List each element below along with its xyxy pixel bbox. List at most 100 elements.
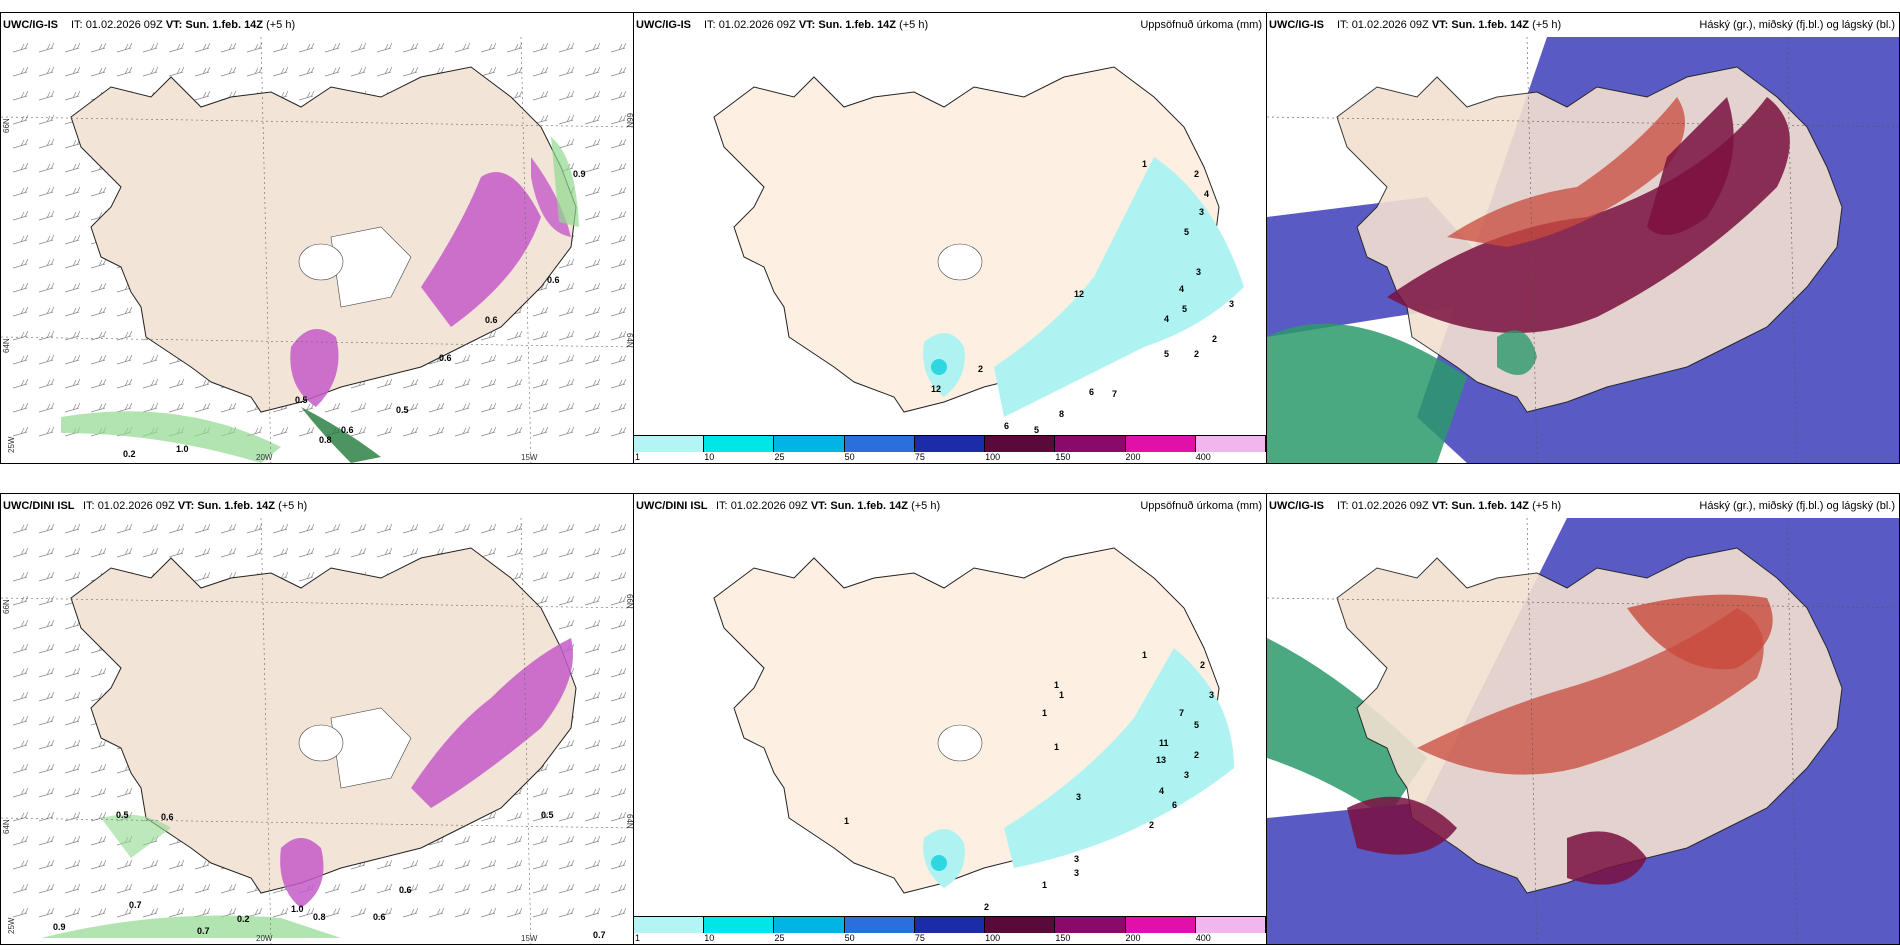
wind-barb (272, 523, 289, 534)
precip-value: 1 (844, 816, 849, 826)
wind-barb (376, 907, 393, 918)
wind-barb (90, 883, 107, 894)
wind-barb (532, 66, 549, 77)
colorbar-tick: 50 (844, 452, 855, 462)
wind-barb (12, 306, 29, 317)
wind-barb (116, 378, 133, 389)
wind-barb (532, 547, 549, 558)
wind-barb (506, 811, 523, 822)
wind-barb (376, 859, 393, 870)
contour-label: 0.6 (485, 315, 498, 325)
wind-barb (64, 739, 81, 750)
wind-barb (12, 378, 29, 389)
wind-barb (480, 883, 497, 894)
wind-barb (558, 282, 575, 293)
panel-title: Uppsöfnuð úrkoma (mm) (1140, 19, 1262, 31)
colorbar-tick: 50 (844, 933, 855, 943)
vt-value: Sun. 1.feb. 14Z (1451, 19, 1530, 31)
model-label: UWC/IG-IS (636, 19, 691, 31)
colorbar-tick: 100 (985, 452, 1001, 462)
wind-barb (90, 787, 107, 798)
wind-barb (324, 66, 341, 77)
wind-barb (376, 523, 393, 534)
precip-value: 4 (1204, 189, 1209, 199)
wind-barb (584, 114, 601, 125)
wind-barb (454, 883, 471, 894)
wind-barb (454, 859, 471, 870)
wind-barb (12, 643, 29, 654)
precip-value: 3 (1209, 690, 1214, 700)
wind-barb (610, 595, 627, 606)
wind-barb (12, 667, 29, 678)
wind-barb (506, 883, 523, 894)
wind-barb (532, 787, 549, 798)
wind-barb (558, 402, 575, 413)
wind-barb (428, 378, 445, 389)
wind-barb (38, 354, 55, 365)
wind-barb (480, 859, 497, 870)
wind-barb (610, 739, 627, 750)
wind-barb (12, 402, 29, 413)
wind-barb (584, 883, 601, 894)
precip-value: 2 (1200, 660, 1205, 670)
wind-barb (610, 691, 627, 702)
wind-barb (142, 883, 159, 894)
wind-barb (142, 859, 159, 870)
wind-barb (220, 66, 237, 77)
wind-barb (116, 354, 133, 365)
colorbar-swatch (914, 917, 986, 933)
axis-label: 66N (2, 118, 11, 133)
precip-value: 5 (1184, 227, 1189, 237)
wind-barb (38, 763, 55, 774)
wind-barb (584, 715, 601, 726)
wind-barb (350, 907, 367, 918)
wind-barb (402, 426, 419, 437)
wind-barb (584, 306, 601, 317)
wind-barb (116, 330, 133, 341)
wind-barb (90, 739, 107, 750)
wind-barb (610, 811, 627, 822)
wind-barb (12, 330, 29, 341)
wind-barb (532, 907, 549, 918)
wind-barb (12, 547, 29, 558)
wind-barb (454, 42, 471, 53)
precip-value: 3 (1229, 299, 1234, 309)
colorbar-swatch (774, 917, 845, 933)
colorbar: 1 10 25 50 75 100 150 200 400 (634, 916, 1266, 944)
precip-value: 2 (1149, 820, 1154, 830)
colorbar-tick: 200 (1125, 933, 1141, 943)
wind-barb (90, 907, 107, 918)
wind-barb (610, 162, 627, 173)
wind-barb (584, 859, 601, 870)
wind-barb (584, 523, 601, 534)
it-value: 01.02.2026 09Z (97, 500, 175, 512)
wind-barb (168, 66, 185, 77)
it-label: IT: (1337, 19, 1349, 31)
panel-ig-precip: UWC/IG-IS IT: 01.02.2026 09Z VT: Sun. 1.… (633, 12, 1267, 464)
colorbar-tick: 10 (704, 933, 715, 943)
wind-barb (584, 667, 601, 678)
precip-value: 8 (1059, 409, 1064, 419)
axis-label: 25W (7, 436, 16, 453)
colorbar-swatch (1195, 917, 1266, 933)
wind-barb (194, 523, 211, 534)
wind-barb (402, 547, 419, 558)
wind-barb (584, 66, 601, 77)
wind-barb (38, 715, 55, 726)
wind-barb (350, 426, 367, 437)
wind-barb (532, 354, 549, 365)
wind-barb (506, 42, 523, 53)
precip-value: 3 (1074, 868, 1079, 878)
colorbar-tick: 400 (1195, 452, 1211, 462)
it-value: 01.02.2026 09Z (85, 19, 163, 31)
wind-barb (38, 162, 55, 173)
wind-barb (142, 547, 159, 558)
wind-barb (64, 763, 81, 774)
wind-barb (506, 523, 523, 534)
panel-dini-wind: UWC/DINI ISL IT: 01.02.2026 09Z VT: Sun.… (0, 493, 634, 945)
precip-value: 6 (1089, 387, 1094, 397)
it-label: IT: (83, 500, 95, 512)
colorbar-swatch (1195, 436, 1266, 452)
precip-value: 12 (931, 384, 941, 394)
wind-barb (584, 186, 601, 197)
